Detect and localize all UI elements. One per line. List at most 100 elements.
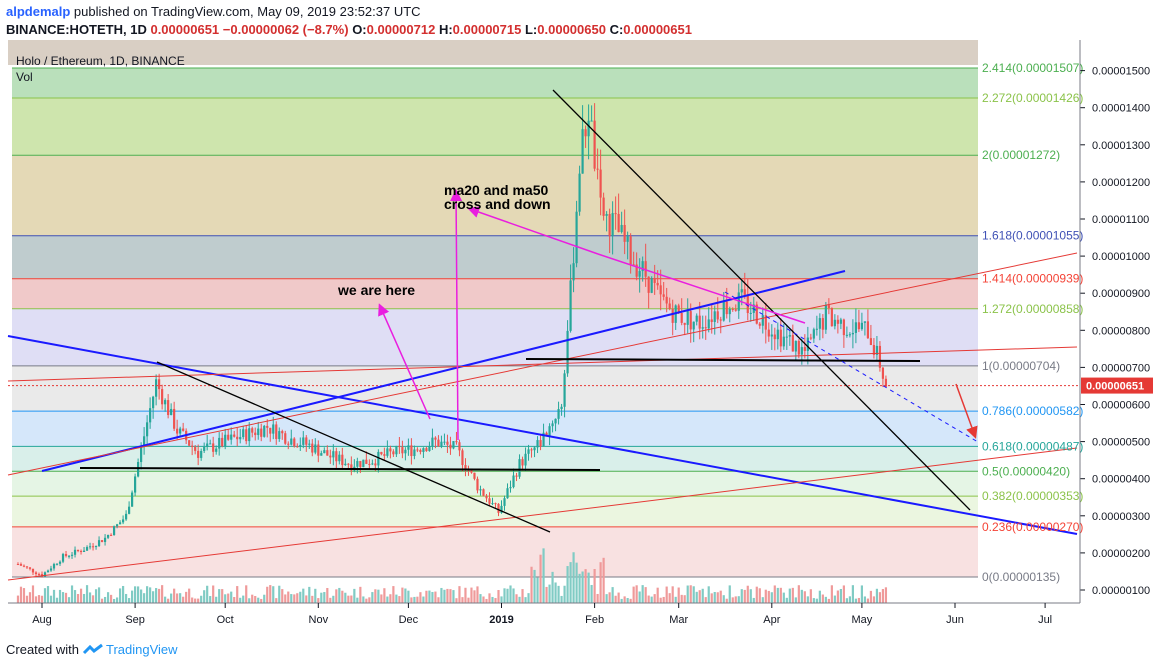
volume-bar: [19, 586, 23, 603]
fib-band-8: [12, 446, 978, 472]
candle-body: [503, 498, 506, 506]
volume-bar: [31, 585, 35, 603]
fib-label-4: 1.414(0.00000939): [982, 272, 1083, 286]
candle-body: [251, 428, 254, 433]
candle-body: [461, 450, 464, 466]
candle-body: [164, 400, 167, 405]
candle-body: [338, 454, 341, 462]
candle-body: [308, 443, 311, 445]
candle-body: [323, 450, 326, 454]
candle-body: [152, 396, 155, 409]
candle-body: [596, 168, 599, 170]
volume-bar: [236, 586, 239, 603]
candle-body: [881, 367, 885, 379]
volume-bar: [58, 589, 62, 603]
volume-bar: [197, 598, 200, 603]
y-tick-label-8: 0.00000700: [1092, 362, 1150, 374]
candle-body: [644, 261, 647, 277]
candle-body: [734, 309, 737, 311]
candle-body: [215, 448, 218, 452]
volume-bar: [647, 595, 650, 603]
last-price: 0.00000651: [150, 22, 220, 37]
volume-bar: [578, 573, 581, 603]
volume-bar: [485, 598, 488, 603]
candle-body: [299, 444, 302, 447]
last-price-label: 0.00000651: [1086, 381, 1144, 393]
volume-bar: [356, 597, 359, 603]
volume-bar: [242, 595, 245, 603]
candle-body: [650, 278, 653, 293]
candle-body: [266, 425, 269, 428]
fib-band-0: [12, 68, 978, 99]
volume-bar: [106, 592, 110, 603]
volume-bar: [821, 594, 824, 603]
volume-bar: [650, 596, 653, 603]
candle-body: [91, 546, 95, 548]
volume-bar: [350, 595, 353, 603]
candle-body: [137, 462, 140, 477]
candle-body: [191, 445, 194, 448]
volume-bar: [545, 586, 548, 603]
volume-bar: [836, 590, 839, 603]
volume-bar: [185, 591, 188, 603]
volume-bar: [158, 588, 161, 603]
volume-bar: [25, 595, 29, 603]
volume-bar: [290, 594, 293, 603]
publish-info: alpdemalp published on TradingView.com, …: [6, 4, 421, 19]
volume-bar: [476, 586, 479, 603]
y-tick-label-4: 0.00001100: [1092, 214, 1149, 226]
candle-body: [275, 424, 278, 440]
candle-body: [758, 323, 761, 326]
y-tick-label-12: 0.00000300: [1092, 511, 1150, 523]
x-tick-label-11: Jul: [1038, 614, 1052, 626]
candle-body: [356, 461, 359, 467]
volume-bar: [434, 591, 437, 603]
volume-bar: [191, 597, 194, 603]
volume-bar: [749, 589, 752, 603]
volume-bar: [464, 587, 467, 603]
candle-body: [485, 495, 488, 499]
last-price-tag: [1081, 377, 1153, 394]
candle-body: [73, 549, 77, 555]
candle-body: [296, 446, 299, 448]
candle-body: [560, 406, 563, 410]
volume-bar: [674, 596, 677, 603]
candle-body: [115, 524, 119, 527]
x-tick-label-1: Sep: [125, 614, 145, 626]
volume-bar: [509, 585, 512, 603]
volume-bar: [43, 588, 47, 603]
price-chart[interactable]: 2.414(0.00001507) 2.272(0.00001426) 2(0.00…: [0, 40, 1157, 640]
candle-body: [497, 503, 500, 513]
volume-bar: [824, 596, 827, 603]
volume-bar: [560, 595, 563, 603]
volume-bar: [467, 597, 470, 603]
author-name[interactable]: alpdemalp: [6, 4, 71, 19]
candle-body: [248, 428, 251, 442]
tradingview-brand[interactable]: TradingView: [105, 642, 178, 657]
candle-body: [121, 519, 125, 523]
volume-bar: [49, 595, 53, 603]
candle-body: [614, 213, 617, 215]
candle-body: [617, 213, 620, 233]
volume-bar: [569, 562, 572, 603]
candle-body: [194, 447, 197, 451]
candle-body: [16, 564, 20, 566]
candle-body: [359, 461, 362, 468]
fib-label-1: 2.272(0.00001426): [982, 91, 1083, 105]
volume-bar: [296, 593, 299, 603]
candle-body: [830, 307, 833, 327]
volume-bar: [206, 585, 209, 603]
candle-body: [725, 301, 728, 315]
candle-body: [827, 305, 830, 308]
candle-body: [239, 437, 242, 440]
candle-body: [860, 322, 863, 330]
volume-bar: [449, 589, 452, 603]
y-tick-label-6: 0.00000900: [1092, 288, 1150, 300]
volume-bar: [332, 595, 335, 603]
candle-body: [848, 334, 851, 336]
volume-bar: [875, 588, 879, 603]
volume-bar: [494, 598, 497, 603]
candle-body: [281, 431, 284, 434]
candle-body: [43, 572, 47, 577]
y-tick-label-14: 0.00000100: [1092, 585, 1150, 597]
